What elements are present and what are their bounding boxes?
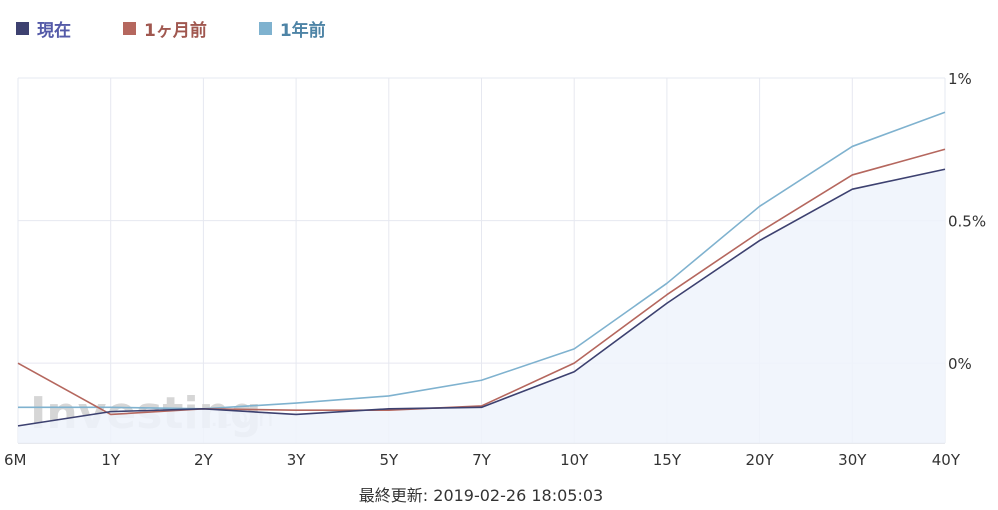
legend-item[interactable]: 1ヶ月前: [123, 16, 207, 41]
legend-item[interactable]: 1年前: [258, 16, 326, 41]
x-tick-label: 7Y: [472, 451, 492, 469]
current-area: [18, 169, 945, 443]
one-month-ago-line: [17, 148, 946, 416]
last-updated-text: 最終更新: 2019-02-26 18:05:03: [358, 486, 604, 505]
x-tick-label: 30Y: [838, 451, 867, 469]
x-tick-label: 3Y: [287, 451, 307, 469]
x-tick-label: 2Y: [194, 451, 214, 469]
legend-label: 1年前: [279, 20, 326, 41]
yield-curve-chart: Investing .com 6M1Y2Y3Y5Y7Y10Y15Y20Y30Y4…: [4, 70, 986, 469]
y-tick-label: 0%: [948, 355, 972, 373]
one-year-ago-line: [18, 111, 946, 410]
x-tick-label: 15Y: [653, 451, 682, 469]
series-lines: [17, 111, 946, 427]
x-tick-label: 40Y: [932, 451, 961, 469]
legend-swatch: [16, 21, 29, 35]
current-line: [17, 168, 946, 427]
legend-item[interactable]: 現在: [16, 16, 71, 41]
chart-legend: 現在 1ヶ月前 1年前: [16, 16, 378, 41]
x-tick-label: 20Y: [745, 451, 774, 469]
x-tick-label: 10Y: [560, 451, 589, 469]
legend-swatch: [258, 21, 272, 35]
x-tick-label: 5Y: [379, 451, 399, 469]
legend-swatch: [123, 21, 136, 35]
legend-label: 現在: [37, 20, 71, 41]
x-tick-label: 6M: [4, 451, 27, 469]
axis-ticks: 6M 1Y 2Y 3Y 5Y 7Y 10Y 15Y 20Y 30Y 40Y 1% 0.5% 0%: [4, 70, 986, 469]
area-fill: [18, 169, 945, 443]
y-tick-label: 1%: [948, 70, 972, 88]
x-tick-label: 1Y: [101, 451, 121, 469]
y-tick-label: 0.5%: [948, 213, 986, 231]
legend-label: 1ヶ月前: [144, 20, 207, 41]
